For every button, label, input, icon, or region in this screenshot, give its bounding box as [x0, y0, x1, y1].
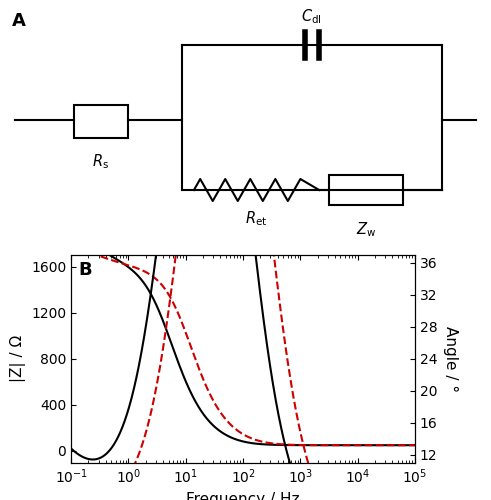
Text: $Z_\mathrm{w}$: $Z_\mathrm{w}$ [355, 220, 376, 238]
Bar [329, 175, 403, 205]
Text: B: B [78, 261, 92, 279]
Y-axis label: |Z| / Ω: |Z| / Ω [9, 335, 26, 382]
Text: $C_\mathrm{dl}$: $C_\mathrm{dl}$ [301, 8, 322, 26]
Text: A: A [12, 12, 26, 30]
Y-axis label: Angle / °: Angle / ° [443, 326, 458, 392]
Bar [74, 105, 128, 138]
Text: $R_\mathrm{s}$: $R_\mathrm{s}$ [92, 152, 109, 171]
X-axis label: Frequency / Hz: Frequency / Hz [186, 492, 300, 500]
Text: $R_\mathrm{et}$: $R_\mathrm{et}$ [246, 209, 268, 228]
